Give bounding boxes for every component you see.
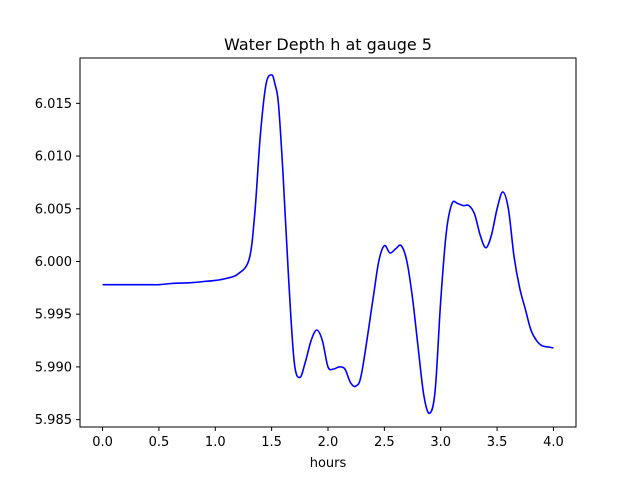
y-tick-label: 5.985 bbox=[35, 413, 72, 428]
x-tick-label: 3.5 bbox=[487, 435, 508, 450]
x-tick-label: 4.0 bbox=[543, 435, 564, 450]
x-tick-label: 2.5 bbox=[374, 435, 395, 450]
y-tick-label: 5.995 bbox=[35, 308, 72, 323]
y-tick-label: 6.005 bbox=[35, 202, 72, 217]
y-axis: 5.985 5.990 5.995 6.000 6.005 6.010 6.015 bbox=[35, 97, 80, 428]
series-layer bbox=[102, 74, 554, 415]
y-tick-label: 6.015 bbox=[35, 97, 72, 112]
x-tick-label: 1.5 bbox=[261, 435, 282, 450]
x-tick-label: 2.0 bbox=[318, 435, 339, 450]
x-axis-label: hours bbox=[310, 456, 347, 471]
plot-frame bbox=[79, 57, 577, 428]
x-axis: 0.0 0.5 1.0 1.5 2.0 2.5 3.0 3.5 4.0 bbox=[92, 427, 564, 450]
y-tick-label: 6.010 bbox=[35, 150, 72, 165]
x-tick-label: 1.0 bbox=[205, 435, 226, 450]
series-line bbox=[102, 74, 554, 415]
x-tick-label: 0.5 bbox=[149, 435, 170, 450]
x-tick-label: 3.0 bbox=[430, 435, 451, 450]
chart-title: Water Depth h at gauge 5 bbox=[224, 35, 432, 54]
y-tick-label: 5.990 bbox=[35, 360, 72, 375]
x-tick-label: 0.0 bbox=[92, 435, 113, 450]
y-tick-label: 6.000 bbox=[35, 255, 72, 270]
plot-area bbox=[79, 57, 577, 428]
